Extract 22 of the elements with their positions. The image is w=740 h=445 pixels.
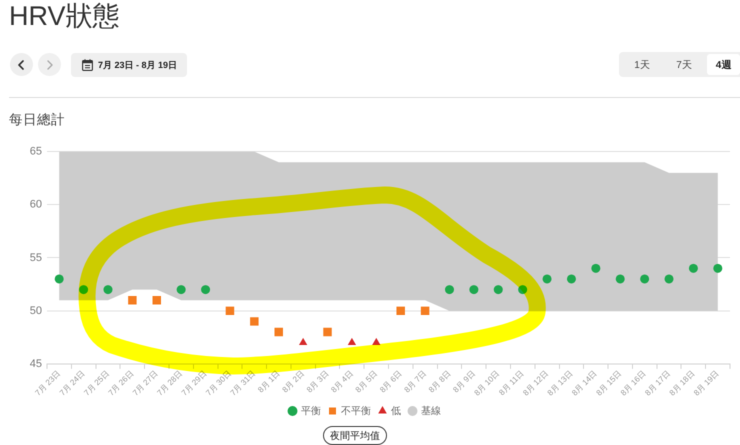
y-tick-label: 55 — [30, 252, 42, 264]
x-tick-label: 8月 6日 — [378, 368, 404, 394]
chart-subtitle: 每日總計 — [9, 111, 65, 128]
y-tick-label: 45 — [30, 358, 42, 370]
y-tick-label: 65 — [30, 146, 42, 158]
legend-label: 不平衡 — [341, 404, 371, 417]
y-tick-label: 60 — [30, 198, 42, 211]
x-tick-label: 8月 4日 — [329, 368, 355, 394]
x-tick-label: 8月 3日 — [304, 368, 330, 394]
x-tick-label: 8月 2日 — [280, 368, 306, 394]
x-tick-label: 8月 7日 — [402, 368, 428, 394]
legend-label: 低 — [391, 406, 401, 417]
date-button: 7月 23日 - 8月 19日 — [71, 53, 188, 77]
x-tick-label: 8月 1日 — [256, 368, 282, 394]
y-tick-label: 50 — [30, 304, 42, 317]
x-tick-label: 8月 8日 — [426, 368, 452, 394]
pill-button: 夜間平均值 — [323, 426, 387, 445]
tab-group: 1天 7天 4週 — [619, 52, 740, 77]
chart-title: HRV狀態 — [9, 0, 120, 32]
legend-label: 平衡 — [301, 404, 321, 417]
x-tick-label: 8月 5日 — [354, 368, 380, 394]
legend-label: 基線 — [421, 404, 441, 417]
